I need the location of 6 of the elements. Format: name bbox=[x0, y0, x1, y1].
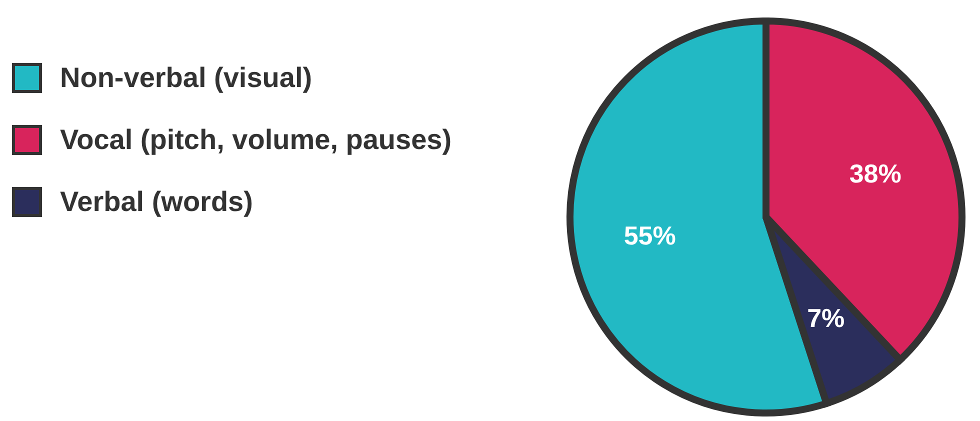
legend-label: Verbal (words) bbox=[60, 186, 253, 218]
data-label: 7% bbox=[807, 303, 845, 334]
legend-label: Vocal (pitch, volume, pauses) bbox=[60, 124, 452, 156]
data-label: 38% bbox=[849, 158, 902, 189]
legend-label: Non-verbal (visual) bbox=[60, 62, 312, 94]
data-label: 55% bbox=[624, 220, 676, 250]
